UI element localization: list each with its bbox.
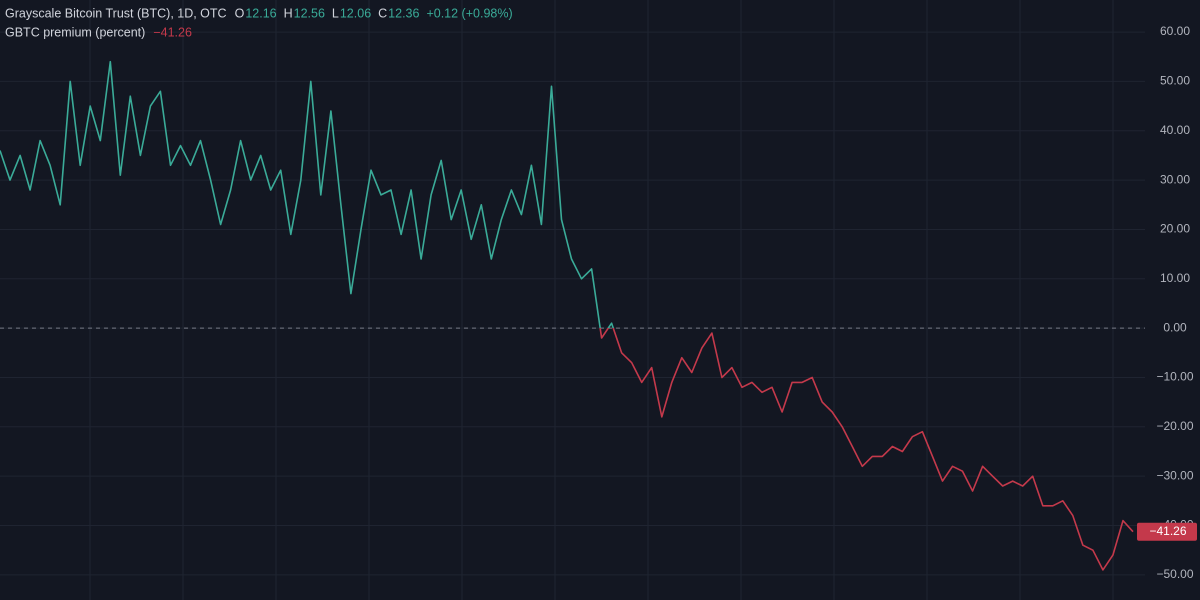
- ohlc-value: 12.56: [294, 6, 325, 20]
- y-tick-label: 40.00: [1160, 123, 1190, 137]
- ohlc-value: 12.16: [245, 6, 276, 20]
- y-tick-label: 10.00: [1160, 271, 1190, 285]
- series-line: [0, 60, 1134, 571]
- chart-title: Grayscale Bitcoin Trust (BTC), 1D, OTC: [5, 6, 227, 20]
- y-tick-label: 60.00: [1160, 24, 1190, 38]
- ohlc-label: C: [378, 6, 387, 20]
- y-tick-label: 20.00: [1160, 222, 1190, 236]
- series-name: GBTC premium (percent): [5, 25, 145, 39]
- legend: Grayscale Bitcoin Trust (BTC), 1D, OTC G…: [5, 6, 513, 39]
- ohlc-label: O: [235, 6, 245, 20]
- y-tick-label: 30.00: [1160, 172, 1190, 186]
- ohlc-value: 12.06: [340, 6, 371, 20]
- last-value-box: [1137, 522, 1197, 541]
- ohlc-label: H: [284, 6, 293, 20]
- last-value-label: −41.26: [1149, 524, 1186, 538]
- y-tick-label: 50.00: [1160, 74, 1190, 88]
- y-tick-label: −10.00: [1156, 370, 1193, 384]
- ohlc-value: 12.36: [388, 6, 419, 20]
- y-tick-label: 0.00: [1163, 320, 1187, 334]
- change: +0.12 (+0.98%): [426, 6, 512, 20]
- plot: [0, 60, 1145, 571]
- y-tick-label: −30.00: [1156, 468, 1193, 482]
- y-tick-label: −50.00: [1156, 567, 1193, 581]
- series-last-value: −41.26: [153, 25, 192, 39]
- ohlc-label: L: [332, 6, 339, 20]
- y-tick-label: −20.00: [1156, 419, 1193, 433]
